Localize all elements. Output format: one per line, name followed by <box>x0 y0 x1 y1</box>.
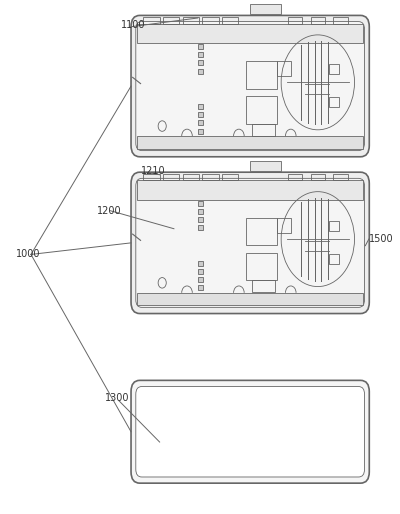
Bar <box>250 161 281 171</box>
FancyBboxPatch shape <box>136 387 364 477</box>
Text: 1300: 1300 <box>105 393 130 403</box>
Bar <box>198 128 203 134</box>
Bar <box>329 64 339 74</box>
Bar <box>198 209 203 214</box>
FancyBboxPatch shape <box>136 178 364 307</box>
Text: 1000: 1000 <box>16 249 40 260</box>
Bar <box>137 136 363 149</box>
Bar <box>246 61 277 88</box>
Bar <box>198 61 203 65</box>
Bar <box>246 96 277 123</box>
Bar <box>198 217 203 222</box>
FancyBboxPatch shape <box>131 380 369 483</box>
FancyBboxPatch shape <box>131 172 369 314</box>
Bar <box>198 269 203 274</box>
Bar <box>198 104 203 109</box>
Bar <box>198 277 203 282</box>
Bar <box>137 24 363 43</box>
Bar <box>329 97 339 107</box>
Bar <box>198 113 203 117</box>
Bar <box>198 68 203 74</box>
FancyBboxPatch shape <box>136 22 364 151</box>
Text: 1500: 1500 <box>369 234 394 244</box>
Bar <box>246 253 277 280</box>
Bar <box>198 120 203 125</box>
Bar <box>198 261 203 266</box>
Bar <box>277 218 291 233</box>
Text: 1200: 1200 <box>97 206 122 216</box>
FancyBboxPatch shape <box>131 15 369 157</box>
Bar <box>198 225 203 230</box>
Bar <box>198 201 203 206</box>
Bar <box>198 44 203 49</box>
Bar <box>329 254 339 264</box>
Bar <box>277 61 291 76</box>
Text: 1210: 1210 <box>141 166 166 176</box>
Bar <box>252 123 274 136</box>
Bar <box>198 285 203 290</box>
Bar <box>137 180 363 200</box>
Bar <box>250 4 281 14</box>
Bar <box>329 221 339 231</box>
Bar <box>198 52 203 58</box>
Bar <box>252 280 274 292</box>
Text: 1100: 1100 <box>121 20 146 30</box>
Bar <box>137 293 363 305</box>
Bar <box>246 218 277 245</box>
